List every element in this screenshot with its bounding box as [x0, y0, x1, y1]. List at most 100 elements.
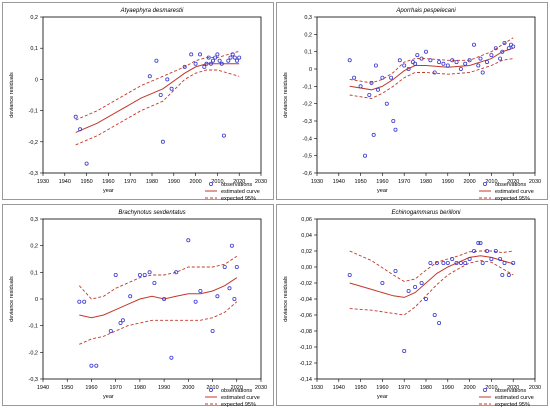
observation-point	[198, 289, 203, 294]
estimated-curve-line	[349, 255, 514, 298]
observation-point	[500, 273, 505, 278]
x-tick-label: 2020	[231, 385, 243, 391]
observation-point	[232, 55, 237, 60]
observation-point	[434, 261, 439, 266]
x-axis-label: year	[103, 188, 114, 194]
observation-point	[73, 114, 78, 119]
observation-point	[480, 261, 485, 266]
y-tick-label: -0,3	[29, 171, 38, 177]
panel-echinogammarus: Echinogammarus berilloni 1930 1940 1950 1960…	[276, 204, 548, 407]
observation-point	[228, 55, 233, 60]
legend-observation-marker	[482, 387, 487, 392]
y-tick-label: -0,1	[29, 109, 38, 115]
observation-point	[182, 64, 187, 69]
x-tick-label: 2020	[233, 179, 245, 185]
x-tick-label: 1960	[102, 179, 114, 185]
observation-point	[222, 265, 227, 270]
x-axis-label: year	[377, 394, 388, 400]
observation-point	[476, 63, 481, 68]
observation-point	[197, 52, 202, 57]
observation-point	[363, 153, 368, 158]
y-tick-label: 0,3	[30, 217, 38, 223]
x-tick-label: 1930	[37, 179, 49, 185]
observation-point	[186, 238, 191, 243]
chart-title: Aporrhais pespelecani	[395, 8, 456, 14]
observation-point	[476, 241, 481, 246]
y-tick-label: 0,3	[304, 15, 312, 21]
y-tick-label: -0,3	[303, 119, 312, 125]
y-tick-label: 0,1	[30, 46, 38, 52]
observation-point	[371, 132, 376, 137]
observation-point	[77, 299, 82, 304]
observation-point	[437, 321, 442, 326]
legend-expected-label: expected 95%	[495, 196, 530, 201]
x-axis-label: year	[377, 188, 388, 194]
chart-brachynotus: Brachynotus sexdentatus 1940 1950 1960 1970 1…	[9, 210, 267, 407]
y-axis-label: deviance residuals	[283, 72, 289, 118]
chart-title: Brachynotus sexdentatus	[118, 210, 185, 216]
observation-point	[423, 297, 428, 302]
x-tick-label: 1940	[333, 179, 345, 185]
chart-echinogammarus: Echinogammarus berilloni 1930 1940 1950 1960…	[283, 210, 541, 407]
plot-area	[73, 50, 242, 166]
estimated-curve-line	[349, 47, 514, 91]
x-tick-label: 2010	[485, 179, 497, 185]
y-tick-label: 0	[309, 67, 312, 73]
y-tick-label: -0,12	[299, 361, 312, 367]
observation-point	[484, 249, 489, 254]
observation-point	[471, 249, 476, 254]
observation-point	[82, 299, 87, 304]
observation-point	[478, 241, 483, 246]
observation-point	[402, 63, 407, 68]
observation-point	[458, 67, 463, 72]
observation-point	[352, 75, 357, 80]
y-tick-label: -0,08	[299, 329, 312, 335]
legend-estimated-label: estimated curve	[221, 395, 260, 401]
plot-area	[347, 241, 516, 353]
x-tick-label: 1930	[311, 179, 323, 185]
observation-point	[423, 49, 428, 54]
observation-point	[230, 52, 235, 57]
y-axis-label: deviance residuals	[283, 276, 289, 322]
upper-95-line	[349, 250, 514, 282]
observation-point	[162, 297, 167, 302]
observation-point	[210, 58, 215, 63]
x-tick-label: 1950	[354, 179, 366, 185]
x-tick-label: 1990	[158, 385, 170, 391]
x-tick-label: 2020	[507, 385, 519, 391]
y-tick-label: 0	[35, 77, 38, 83]
x-tick-label: 1980	[146, 179, 158, 185]
y-axis-label: deviance residuals	[9, 276, 15, 322]
observation-point	[376, 87, 381, 92]
x-tick-label: 2030	[255, 385, 267, 391]
observation-point	[193, 61, 198, 66]
x-tick-label: 1970	[398, 385, 410, 391]
observation-point	[406, 289, 411, 294]
observation-point	[120, 318, 125, 323]
y-tick-label: -0,1	[303, 84, 312, 90]
observation-point	[137, 273, 142, 278]
x-tick-label: 1930	[311, 385, 323, 391]
observation-point	[347, 273, 352, 278]
observation-point	[437, 60, 442, 65]
observation-point	[165, 77, 170, 82]
chart-atyaephyra: Atyaephyra desmarestii 1930 1940 1950 1960 19…	[9, 8, 267, 201]
plot-frame	[316, 218, 536, 380]
observation-point	[206, 55, 211, 60]
observation-point	[397, 58, 402, 63]
observation-point	[380, 75, 385, 80]
observation-point	[229, 243, 234, 248]
legend-expected-label: expected 95%	[221, 402, 256, 407]
observation-point	[94, 363, 99, 368]
y-tick-label: 0,06	[301, 217, 312, 223]
y-tick-label: -0,2	[29, 350, 38, 356]
observation-point	[221, 133, 226, 138]
chart-title: Echinogammarus berilloni	[391, 210, 461, 216]
observation-point	[391, 119, 396, 124]
observation-point	[511, 261, 516, 266]
plot-frame	[42, 218, 262, 380]
chart-title: Atyaephyra desmarestii	[120, 8, 184, 14]
y-tick-label: -0,06	[299, 313, 312, 319]
observation-point	[489, 257, 494, 262]
observation-point	[402, 348, 407, 353]
